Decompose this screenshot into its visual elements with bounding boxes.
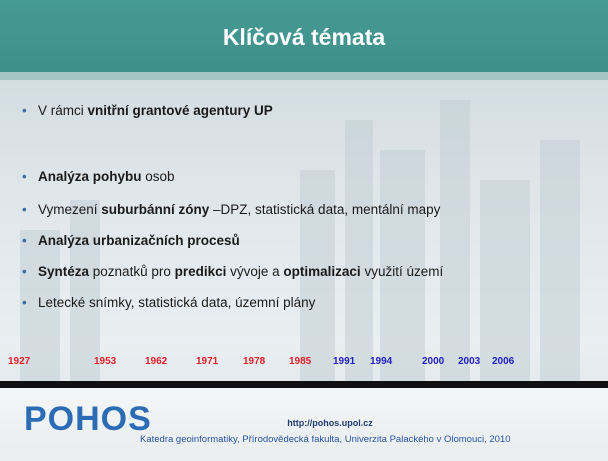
footer-url: http://pohos.upol.cz (0, 418, 608, 428)
bullet-text: Syntéza (38, 264, 89, 279)
bullet-item: Letecké snímky, statistická data, územní… (22, 295, 315, 310)
year-label: 1927 (8, 356, 30, 367)
year-label: 1978 (243, 356, 265, 367)
bullet-text: osob (142, 169, 175, 184)
bullet-text: –DPZ, statistická data, mentální mapy (209, 202, 440, 217)
year-label: 2006 (492, 356, 514, 367)
bullet-item: Analýza pohybu osob (22, 169, 175, 184)
year-label: 1962 (145, 356, 167, 367)
year-label: 1991 (333, 356, 355, 367)
bullet-item: Analýza urbanizačních procesů (22, 233, 240, 248)
bullet-item: Vymezení suburbánní zóny –DPZ, statistic… (22, 202, 440, 217)
bullet-text: V rámci (38, 103, 88, 118)
bullet-text: využití území (361, 264, 444, 279)
bullet-item: V rámci vnitřní grantové agentury UP (22, 103, 273, 118)
bullet-text: Letecké snímky, statistická data, územní… (38, 295, 315, 310)
divider-bar (0, 381, 608, 388)
year-label: 1953 (94, 356, 116, 367)
bullet-text: Analýza urbanizačních procesů (38, 233, 240, 248)
bullet-item: Syntéza poznatků pro predikci vývoje a o… (22, 264, 443, 279)
footer-credit: Katedra geoinformatiky, Přírodovědecká f… (140, 434, 511, 445)
slide: Klíčová témata V rámci vnitřní grantové … (0, 0, 608, 461)
bullet-text: poznatků pro (89, 264, 175, 279)
bullet-text: predikci (175, 264, 227, 279)
year-label: 1994 (370, 356, 392, 367)
slide-title: Klíčová témata (0, 24, 608, 51)
bullet-text: vnitřní grantové agentury UP (88, 103, 273, 118)
year-label: 1971 (196, 356, 218, 367)
year-label: 1985 (289, 356, 311, 367)
year-label: 2000 (422, 356, 444, 367)
bullet-text: vývoje a (226, 264, 283, 279)
year-label: 2003 (458, 356, 480, 367)
bullet-text: Vymezení (38, 202, 101, 217)
bullet-text: optimalizaci (283, 264, 360, 279)
title-band (0, 72, 608, 80)
bullet-text: suburbánní zóny (101, 202, 209, 217)
bullet-text: Analýza pohybu (38, 169, 142, 184)
background-skyline (0, 80, 608, 382)
